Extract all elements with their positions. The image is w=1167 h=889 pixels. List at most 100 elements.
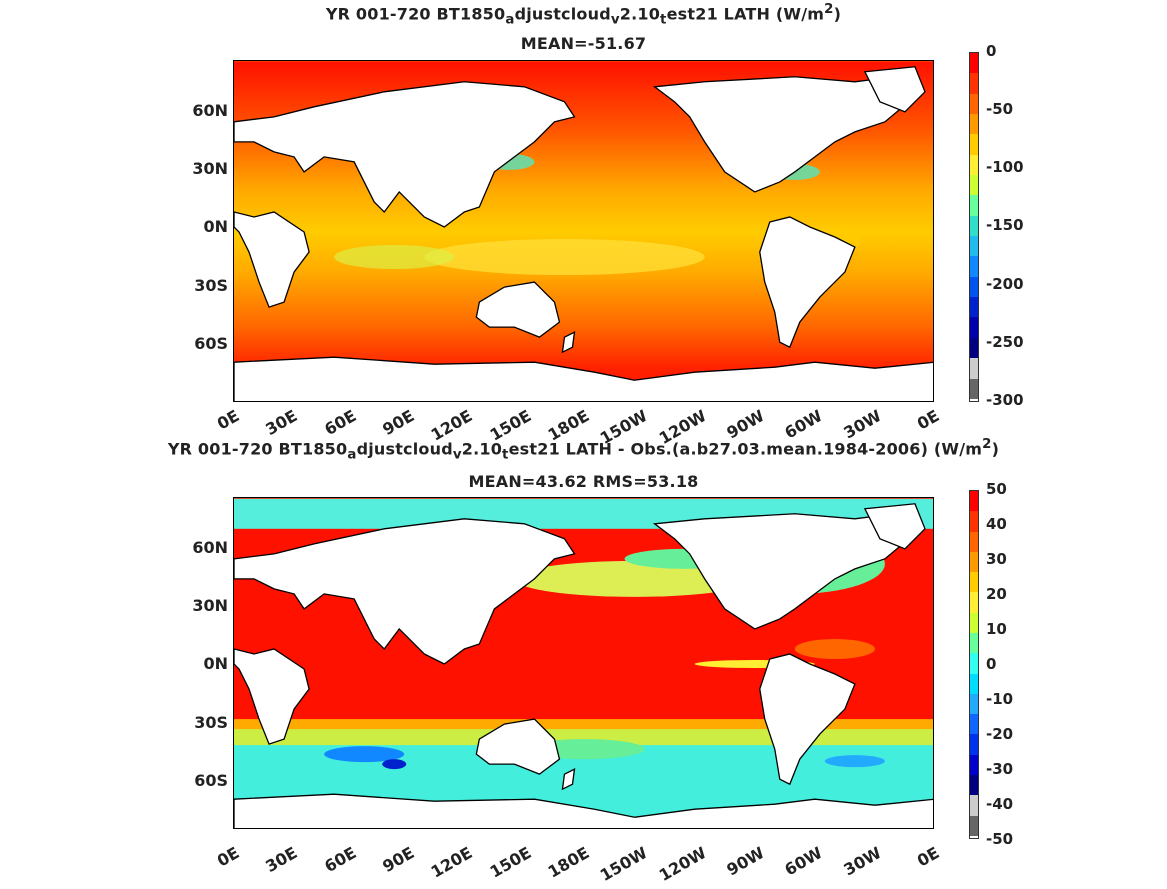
title-text: 2.10 [619, 4, 661, 24]
cb-label: -50 [986, 830, 1014, 848]
cb-label: -300 [986, 391, 1024, 409]
lon-label: 30W [840, 843, 885, 880]
cb-label: -40 [986, 795, 1014, 813]
cb-label: -200 [986, 275, 1024, 293]
cb-label: 30 [986, 550, 1007, 568]
colorbar-segment [970, 754, 978, 775]
bottom-map [233, 497, 934, 829]
title-text: ) [991, 439, 1000, 459]
cb-label: 10 [986, 620, 1007, 638]
colorbar-segment [970, 378, 978, 399]
lon-label: 120W [655, 843, 710, 885]
bottom-map-svg [234, 498, 933, 828]
top-title: YR 001-720 BT1850adjustcloudv2.10test21 … [0, 2, 1167, 28]
title-sub: t [502, 447, 509, 463]
cb-label: -50 [986, 100, 1014, 118]
bottom-subtitle: MEAN=43.62 RMS=53.18 [468, 472, 699, 491]
top-subtitle: MEAN=-51.67 [520, 34, 647, 53]
cb-label: 0 [986, 42, 997, 60]
colorbar-segment [970, 337, 978, 359]
top-map-svg [234, 61, 933, 401]
lon-label: 60E [320, 843, 360, 877]
lon-label: 0E [213, 843, 243, 871]
title-text: YR 001-720 BT1850 [325, 4, 506, 24]
top-map [233, 60, 934, 402]
cb-label: 0 [986, 655, 997, 673]
title-text: djustcloud [514, 4, 611, 24]
title-sup: 2 [982, 437, 992, 452]
lat-label: 30N [192, 159, 228, 178]
lat-label: 0N [203, 654, 228, 673]
lon-label: 30E [262, 843, 301, 877]
title-text: est21 LATH (W/m [666, 4, 825, 24]
lat-label: 30S [194, 276, 228, 295]
top-colorbar [969, 52, 979, 402]
colorbar-segment [970, 297, 978, 318]
title-text: 2.10 [461, 439, 503, 459]
title-text: YR 001-720 BT1850 [167, 439, 348, 459]
colorbar-segment [970, 632, 978, 654]
title-text: est21 LATH - Obs.(a.b27.03.mean.1984-200… [508, 439, 983, 459]
cb-label: -100 [986, 158, 1024, 176]
bottom-colorbar [969, 490, 979, 839]
cb-label: -10 [986, 690, 1014, 708]
land [234, 66, 933, 401]
cb-label: 50 [986, 480, 1007, 498]
colorbar-segment [970, 795, 978, 816]
cb-label: -20 [986, 725, 1014, 743]
colorbar-segment [970, 572, 978, 593]
colorbar-segment [970, 592, 978, 613]
title-sub: a [505, 12, 515, 28]
colorbar-segment [970, 653, 978, 674]
lat-label: 30S [194, 713, 228, 732]
colorbar-segment [970, 531, 978, 552]
colorbar-segment [970, 114, 978, 135]
lon-label: 90E [379, 843, 418, 877]
colorbar-segment [970, 774, 978, 796]
title-sup: 2 [824, 2, 834, 17]
colorbar-segment [970, 134, 978, 155]
lon-label: 150W [597, 843, 651, 885]
lon-label: 60W [781, 843, 826, 880]
title-sub: t [660, 12, 667, 28]
lat-label: 60N [192, 538, 228, 557]
colorbar-segment [970, 317, 978, 338]
title-sub: v [610, 12, 620, 28]
colorbar-segment [970, 215, 978, 237]
colorbar-segment [970, 53, 978, 74]
cb-label: -150 [986, 216, 1024, 234]
colorbar-segment [970, 693, 978, 715]
colorbar-segment [970, 236, 978, 257]
title-text: djustcloud [356, 439, 453, 459]
cb-label: -250 [986, 333, 1024, 351]
lon-label: 180E [544, 843, 593, 882]
colorbar-segment [970, 73, 978, 94]
title-sub: a [347, 447, 357, 463]
lon-label: 150E [486, 843, 535, 882]
colorbar-segment [970, 93, 978, 115]
title-sub: v [452, 447, 462, 463]
cb-label: -30 [986, 760, 1014, 778]
colorbar-segment [970, 612, 978, 633]
lon-label: 0E [913, 843, 943, 871]
lon-label: 90W [723, 843, 768, 880]
colorbar-segment [970, 714, 978, 735]
cb-label: 40 [986, 515, 1007, 533]
colorbar-segment [970, 175, 978, 196]
land [234, 503, 933, 828]
colorbar-segment [970, 551, 978, 573]
colorbar-segment [970, 358, 978, 379]
bottom-title: YR 001-720 BT1850adjustcloudv2.10test21 … [0, 437, 1167, 463]
colorbar-segment [970, 256, 978, 277]
lat-label: 0N [203, 217, 228, 236]
colorbar-segment [970, 734, 978, 755]
colorbar-segment [970, 195, 978, 216]
title-text: ) [833, 4, 842, 24]
colorbar-segment [970, 815, 978, 836]
lat-label: 60S [194, 771, 228, 790]
colorbar-segment [970, 673, 978, 694]
lon-label: 120E [427, 843, 476, 882]
lat-label: 60S [194, 334, 228, 353]
colorbar-segment [970, 154, 978, 176]
lat-label: 30N [192, 596, 228, 615]
